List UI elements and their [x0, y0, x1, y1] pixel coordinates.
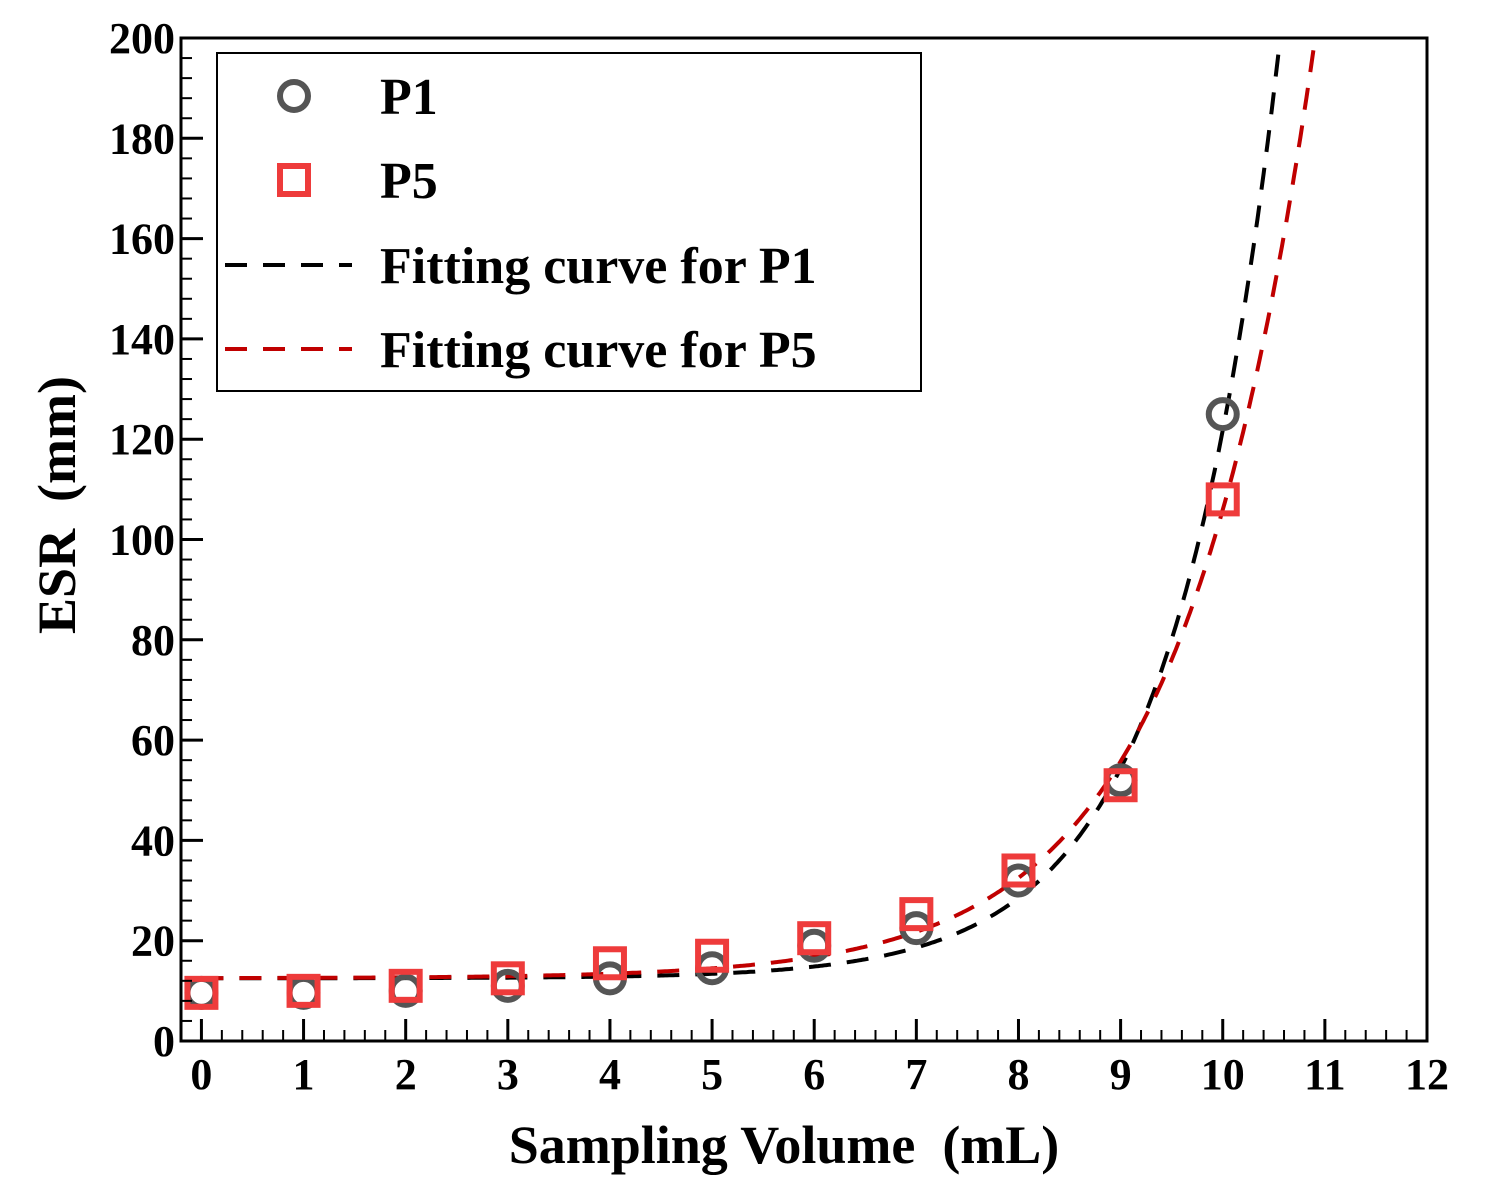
y-tick-label: 200 — [109, 14, 175, 63]
data-markers — [184, 397, 1240, 1010]
p5-point — [695, 938, 730, 973]
x-axis-label: Sampling Volume (mL) — [509, 1115, 1060, 1175]
p5-point — [797, 921, 832, 956]
legend-label: Fitting curve for P5 — [380, 322, 817, 379]
x-tick-label: 9 — [1110, 1050, 1132, 1099]
x-tick-label: 11 — [1304, 1050, 1346, 1099]
p5-point — [592, 946, 627, 981]
p5-point — [388, 968, 423, 1003]
p5-point — [899, 897, 934, 932]
y-tick-label: 180 — [109, 114, 175, 163]
y-tick-label: 140 — [109, 315, 175, 364]
legend-box — [216, 52, 922, 392]
y-tick-label: 40 — [131, 816, 175, 865]
x-tick-label: 2 — [395, 1050, 417, 1099]
y-tick-label: 100 — [109, 516, 175, 565]
legend-label: P5 — [380, 153, 438, 210]
y-tick-label: 60 — [131, 716, 175, 765]
x-tick-label: 7 — [905, 1050, 927, 1099]
x-tick-label: 4 — [599, 1050, 621, 1099]
x-tick-label: 1 — [293, 1050, 315, 1099]
p1-point — [1205, 397, 1240, 432]
y-tick-label: 0 — [153, 1017, 175, 1066]
legend-label: P1 — [380, 69, 438, 126]
y-tick-label: 160 — [109, 215, 175, 264]
legend-p5-square-icon — [277, 163, 311, 197]
y-tick-label: 120 — [109, 415, 175, 464]
p1-point — [1001, 863, 1036, 898]
p5-point — [1205, 482, 1240, 517]
p1-point — [184, 975, 219, 1010]
x-tick-label: 3 — [497, 1050, 519, 1099]
x-tick-label: 0 — [190, 1050, 212, 1099]
legend: P1 P5 Fitting curve for P1 Fitting curve fo… — [216, 52, 922, 392]
legend-label: Fitting curve for P1 — [380, 238, 817, 295]
y-tick-label: 20 — [131, 917, 175, 966]
p5-point — [286, 973, 321, 1008]
p5-point — [1103, 768, 1138, 803]
axes: 0 1 2 3 4 5 6 7 8 9 10 11 12020406080100120140160180… — [109, 14, 1449, 1099]
p5-point — [184, 975, 219, 1010]
x-tick-label: 5 — [701, 1050, 723, 1099]
legend-p1-circle-icon — [277, 79, 311, 113]
y-axis-label: ESR (mm) — [27, 376, 87, 634]
x-tick-label: 8 — [1007, 1050, 1029, 1099]
x-tick-label: 10 — [1201, 1050, 1245, 1099]
p5-point — [490, 961, 525, 996]
p5-point — [1001, 853, 1036, 888]
x-tick-label: 6 — [803, 1050, 825, 1099]
y-tick-label: 80 — [131, 616, 175, 665]
x-tick-label: 12 — [1405, 1050, 1449, 1099]
